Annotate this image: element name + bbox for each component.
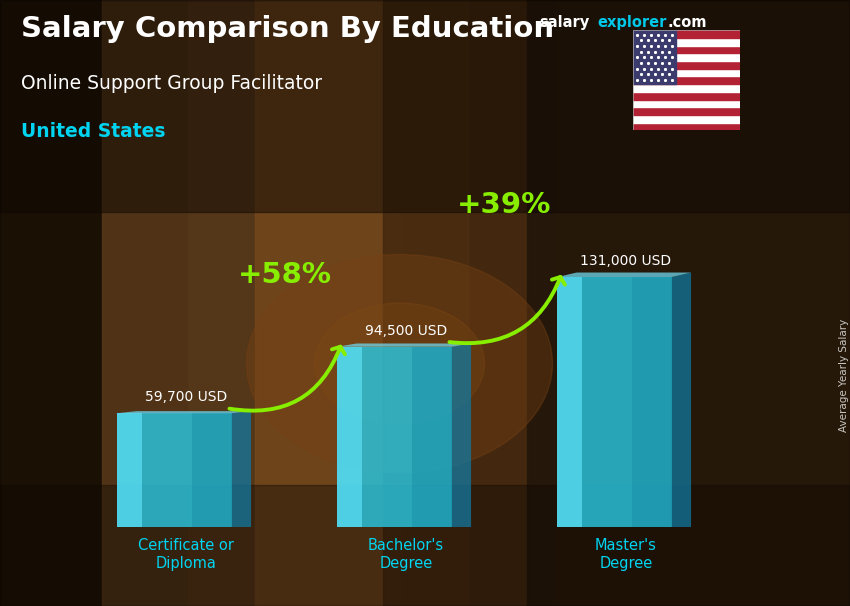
Polygon shape	[232, 411, 251, 527]
Bar	[633, 38, 740, 45]
Bar	[633, 107, 740, 115]
Bar	[633, 122, 740, 130]
Bar	[633, 92, 740, 99]
Bar	[117, 413, 143, 527]
Bar	[0, 0, 187, 606]
Bar	[633, 30, 740, 38]
Text: 59,700 USD: 59,700 USD	[144, 390, 227, 404]
Polygon shape	[337, 344, 471, 347]
Bar	[633, 30, 676, 84]
Bar	[633, 68, 740, 76]
Bar	[633, 76, 740, 84]
Bar	[632, 277, 672, 527]
Text: .com: .com	[667, 15, 706, 30]
Text: Average Yearly Salary: Average Yearly Salary	[839, 319, 849, 432]
Text: 94,500 USD: 94,500 USD	[365, 324, 447, 338]
Polygon shape	[451, 344, 471, 527]
Bar	[337, 347, 451, 527]
Bar	[633, 61, 740, 68]
Bar	[0, 0, 850, 212]
Bar	[633, 84, 740, 92]
Bar	[633, 45, 740, 53]
Bar	[337, 347, 362, 527]
Polygon shape	[117, 411, 251, 413]
Text: salary: salary	[540, 15, 590, 30]
Text: Salary Comparison By Education: Salary Comparison By Education	[21, 15, 554, 43]
Bar	[0, 485, 850, 606]
Bar	[117, 413, 232, 527]
Bar	[633, 99, 740, 107]
Text: explorer: explorer	[598, 15, 667, 30]
Text: United States: United States	[21, 122, 166, 141]
Bar	[633, 53, 740, 61]
Circle shape	[314, 303, 484, 424]
Text: Online Support Group Facilitator: Online Support Group Facilitator	[21, 74, 322, 93]
Text: +39%: +39%	[457, 191, 552, 219]
Text: Bachelor's
Degree: Bachelor's Degree	[368, 538, 444, 570]
Bar	[411, 347, 451, 527]
Bar	[382, 0, 552, 606]
Circle shape	[246, 255, 552, 473]
Bar	[633, 115, 740, 122]
Text: 131,000 USD: 131,000 USD	[581, 254, 672, 268]
Bar	[558, 277, 672, 527]
Polygon shape	[558, 273, 691, 277]
Text: +58%: +58%	[237, 261, 332, 288]
Bar	[527, 0, 850, 606]
Bar	[191, 413, 232, 527]
Bar	[558, 277, 582, 527]
Text: Master's
Degree: Master's Degree	[595, 538, 657, 570]
Text: Certificate or
Diploma: Certificate or Diploma	[138, 538, 234, 570]
Polygon shape	[672, 273, 691, 527]
Bar	[255, 0, 468, 606]
Bar	[102, 0, 400, 606]
